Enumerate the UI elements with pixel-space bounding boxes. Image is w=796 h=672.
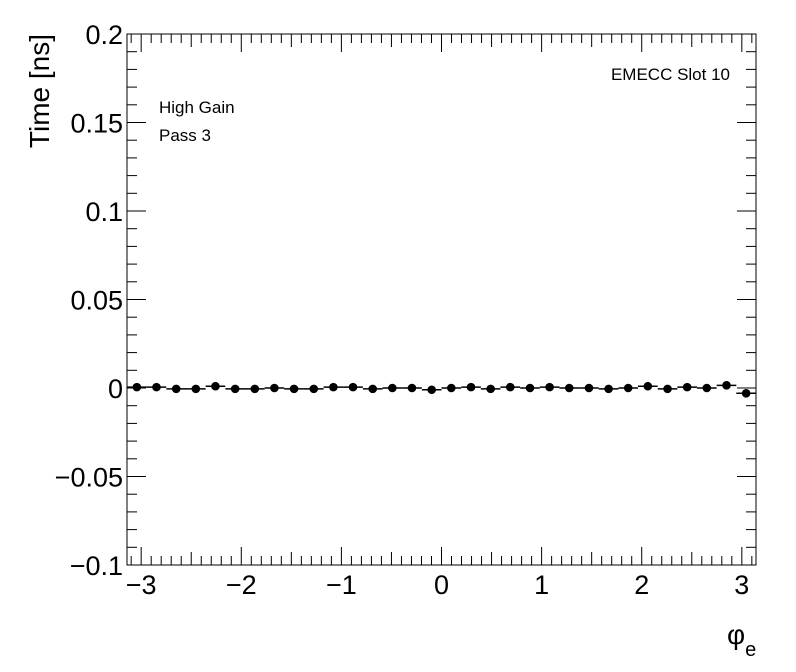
data-point: [348, 382, 358, 392]
data-point: [682, 382, 692, 392]
data-point: [741, 389, 751, 398]
data-point: [545, 382, 554, 392]
x-axis-title-sub: e: [745, 639, 756, 661]
data-point: [191, 384, 201, 394]
y-tick-label: 0.15: [70, 109, 123, 139]
x-tick-label: 1: [534, 570, 549, 600]
data-point: [623, 383, 633, 393]
pass-annotation: Pass 3: [159, 126, 211, 145]
x-axis-title: φe: [727, 619, 756, 661]
data-point: [211, 381, 220, 391]
data-point: [171, 384, 181, 394]
data-point: [329, 382, 338, 392]
data-point: [427, 385, 436, 395]
data-point: [368, 384, 378, 394]
y-tick-label: −0.1: [70, 551, 123, 581]
data-point: [388, 383, 397, 393]
data-point: [152, 382, 161, 392]
data-point: [525, 383, 535, 393]
x-tick-label: −1: [326, 570, 357, 600]
data-point: [270, 383, 279, 393]
data-point: [604, 384, 613, 394]
data-point: [584, 383, 594, 393]
data-point: [564, 383, 574, 393]
y-tick-label: 0.2: [85, 20, 123, 50]
data-point: [505, 382, 515, 392]
y-axis-title: Time [ns]: [24, 34, 55, 148]
data-point: [466, 382, 476, 392]
data-point: [722, 381, 731, 390]
tick-labels: −3 −2 −1 0 1 2 3 −0.1 −0.05 0 0.05 0.1 0.15 0.2: [55, 20, 750, 600]
data-point: [486, 384, 495, 394]
data-point: [663, 384, 672, 394]
x-axis-title-main: φ: [727, 619, 745, 650]
data-point: [643, 381, 653, 391]
data-point: [447, 383, 456, 393]
data-points: [127, 381, 756, 398]
data-point: [702, 383, 712, 393]
data-point: [230, 384, 240, 394]
axis-ticks: [127, 33, 756, 566]
data-point: [309, 384, 319, 394]
x-tick-label: −3: [126, 570, 157, 600]
x-tick-label: 3: [734, 570, 749, 600]
y-tick-label: 0.1: [85, 197, 123, 227]
y-tick-label: 0.05: [70, 286, 123, 316]
data-point: [250, 384, 260, 394]
data-point: [132, 382, 142, 392]
data-point: [289, 384, 299, 394]
slot-annotation: EMECC Slot 10: [611, 65, 730, 84]
x-tick-label: 2: [634, 570, 649, 600]
x-tick-label: −2: [226, 570, 257, 600]
y-tick-label: −0.05: [55, 463, 123, 493]
y-tick-label: 0: [108, 374, 123, 404]
gain-annotation: High Gain: [159, 98, 235, 117]
x-tick-label: 0: [434, 570, 449, 600]
data-point: [407, 383, 417, 393]
